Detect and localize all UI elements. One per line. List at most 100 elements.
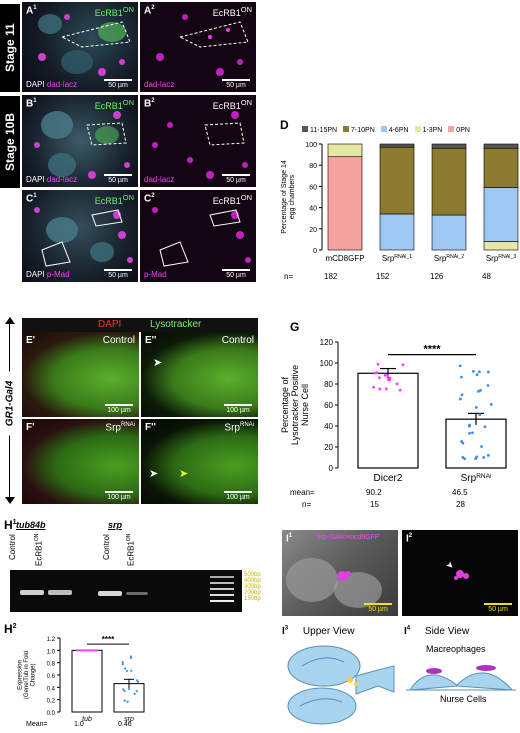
panel-a2-stain: dad-lacz <box>144 80 175 89</box>
stacked-bar-segment <box>483 147 519 188</box>
panel-e-header: DAPI Lysotracker <box>22 318 258 332</box>
data-point <box>460 393 464 397</box>
data-point <box>468 431 471 435</box>
stacked-bar-segment <box>327 156 363 251</box>
panel-a1-micrograph: A1 EcRB1ON DAPI dad-lacz 50 µm <box>22 2 138 92</box>
panel-a2-channel: EcRB1ON <box>212 5 252 18</box>
gal4-side-label: GR1-Gal4 <box>0 317 20 504</box>
data-point <box>478 370 481 374</box>
data-point <box>486 370 490 374</box>
data-point <box>467 424 471 428</box>
micrograph-cells <box>454 570 469 580</box>
micrograph-cells <box>152 207 251 267</box>
mean-value: 46.5 <box>452 488 468 497</box>
data-point <box>122 688 125 691</box>
n-label: n= <box>284 272 294 281</box>
panel-e1-condition: Control <box>102 335 135 346</box>
arrowhead-icon: ➤ <box>149 468 159 480</box>
panel-e2-label: E'' <box>145 335 157 346</box>
chart-h-y-tick-label: 0.6 <box>47 674 56 680</box>
side-view-nurse-label: Nurse Cells <box>440 694 487 704</box>
data-point <box>135 690 138 693</box>
data-point <box>376 362 380 366</box>
lane-label: Control <box>8 534 17 560</box>
panel-b1-scale: 50 µm <box>104 174 132 184</box>
data-point <box>378 387 382 391</box>
panel-d-letter: D <box>280 118 289 132</box>
data-point <box>486 453 490 457</box>
lane-label: Control <box>102 534 111 560</box>
arrowhead-icon: ➤ <box>153 357 163 369</box>
panel-b1-channel: EcRB1ON <box>94 98 134 111</box>
stacked-bar-segment <box>379 146 415 215</box>
chart-g-y-tick-label: 60 <box>324 401 333 410</box>
ladder-size: 500bp <box>244 572 261 578</box>
panel-e1-label: E' <box>26 335 36 346</box>
stacked-bar-segment <box>327 143 363 158</box>
data-point <box>458 364 462 368</box>
data-point <box>121 661 124 664</box>
data-point <box>482 456 486 459</box>
chart-g-y-tick-label: 80 <box>324 380 333 389</box>
gene-label-srp: srp <box>108 520 123 530</box>
data-point <box>123 699 126 702</box>
panel-f1-condition: SrpRNAi <box>105 422 135 434</box>
micrograph-cells <box>38 14 131 76</box>
data-point <box>459 375 463 379</box>
data-point <box>386 374 389 378</box>
panel-b2-stain: dad-lacz <box>144 175 175 184</box>
data-point <box>461 456 465 459</box>
panel-i3-header: I3 Upper View <box>282 626 355 638</box>
gel-image <box>10 570 242 612</box>
ladder-size: 200bp <box>244 590 261 596</box>
data-point <box>133 692 136 695</box>
data-point <box>458 397 462 401</box>
ladder-labels: 500bp 400bp 300bp 200bp 150bp <box>244 572 261 602</box>
chart-d-y-label: Percentage of Stage 14egg chambers <box>281 160 296 234</box>
legend-item: 11-15PN <box>302 126 337 134</box>
panel-e2-condition: Control <box>221 335 254 346</box>
panel-h2-stats: Mean= 1.0 0.46 <box>26 721 176 733</box>
panel-c2-stain: p-Mad <box>144 270 167 279</box>
data-point <box>383 373 387 377</box>
data-point <box>123 667 127 670</box>
data-point <box>388 378 392 382</box>
mean-value: 0.46 <box>118 721 132 728</box>
chart-h-y-tick-label: 1.2 <box>47 637 56 643</box>
n-value: 28 <box>456 500 465 509</box>
panel-i3-title: Upper View <box>302 626 355 638</box>
panel-e1-scale: 100 µm <box>105 404 133 414</box>
n-label: n= <box>302 500 312 509</box>
legend-swatch <box>380 126 387 132</box>
header-dapi: DAPI <box>98 319 122 330</box>
panel-f2-label: F'' <box>145 422 156 433</box>
data-point <box>475 455 479 459</box>
data-point <box>398 388 402 392</box>
chart-h-y-tick-label: 1.0 <box>47 649 56 655</box>
panel-i1-micrograph: I1 Srp-Gal4>mcd8GFP 50 µm <box>282 530 398 616</box>
legend-swatch <box>302 126 308 132</box>
stacked-bar-segment <box>379 143 415 148</box>
panel-f2-scale: 100 µm <box>224 491 252 501</box>
panel-c2-scale: 50 µm <box>222 269 250 279</box>
micrograph-cells <box>34 207 133 267</box>
panel-b1-micrograph: B1 EcRB1ON DAPI dad-lacz 50 µm <box>22 95 138 187</box>
chart-g-y-tick-label: 120 <box>320 338 334 347</box>
micrograph-cells <box>34 111 130 179</box>
data-point <box>125 669 129 672</box>
n-value: 48 <box>482 272 491 281</box>
panel-e1-micrograph: E' Control 100 µm <box>22 332 139 417</box>
chart-g-y-label: Percentage ofLysotracker PositiveNurse C… <box>280 365 310 445</box>
panel-c1-channel: EcRB1ON <box>94 193 134 206</box>
chart-g-y-tick-label: 100 <box>320 359 334 368</box>
data-point <box>471 369 475 373</box>
chart-d-y-tick-label: 100 <box>305 142 317 149</box>
chart-h-y-tick-label: 0.0 <box>47 711 56 717</box>
chart-h-y-tick-label: 0.4 <box>47 686 56 692</box>
panel-i1-label: I1 <box>286 533 293 545</box>
bar <box>71 649 103 713</box>
panel-c1-micrograph: C1 EcRB1ON DAPI p-Mad 50 µm <box>22 190 138 282</box>
chart-d-y-tick-label: 20 <box>309 227 317 234</box>
chart-d-category-label: SrpRNAi_1 <box>382 254 412 263</box>
lysotracker-bar-chart: 0 20 40 60 80 100 120 Percentage ofLysotracker … <box>280 338 507 484</box>
